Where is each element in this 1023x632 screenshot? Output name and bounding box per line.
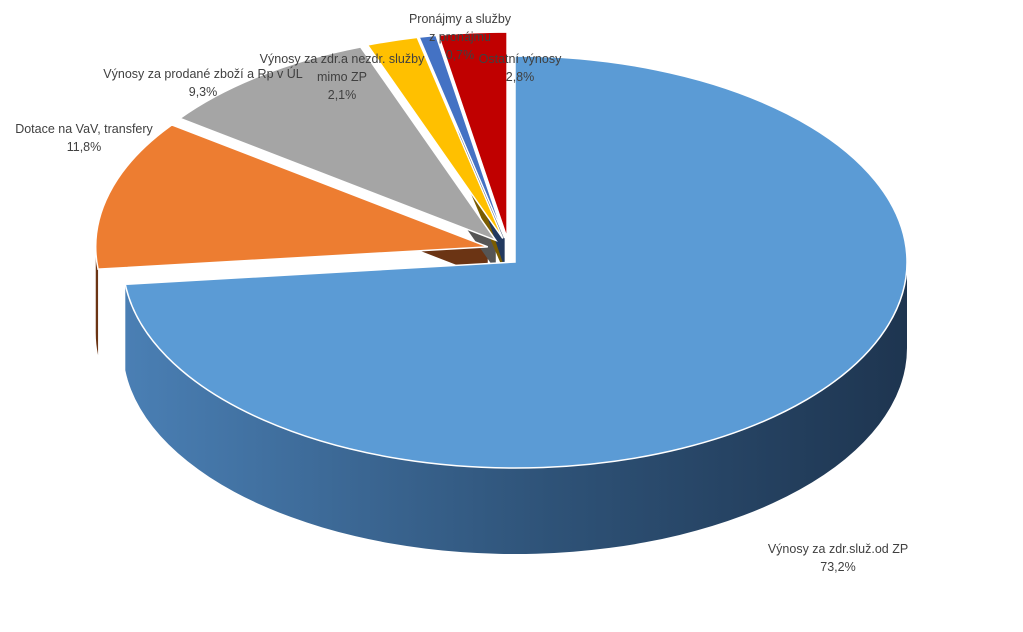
pie-slice-5 bbox=[437, 31, 508, 239]
slice-percent-4: 0,7% bbox=[446, 48, 475, 62]
slice-label-4: Pronájmy a služby bbox=[409, 12, 512, 26]
slice-percent-1: 11,8% bbox=[67, 140, 102, 154]
slice-percent-2: 9,3% bbox=[189, 85, 218, 99]
slice-percent-0: 73,2% bbox=[820, 560, 855, 574]
slice-label-3: mimo ZP bbox=[317, 70, 367, 84]
pie-slice-1 bbox=[95, 124, 489, 270]
slice-percent-5: 2,8% bbox=[506, 70, 535, 84]
slice-label-5: Ostatní výnosy bbox=[479, 52, 562, 66]
slice-label-4: z pronájmu bbox=[429, 30, 491, 44]
slice-side-1 bbox=[95, 246, 99, 356]
slice-label-3: Výnosy za zdr.a nezdr. služby bbox=[260, 52, 425, 66]
data-labels: Výnosy za zdr.služ.od ZP 73,2% Dotace na V… bbox=[15, 12, 908, 574]
slice-label-0: Výnosy za zdr.služ.od ZP bbox=[768, 542, 908, 556]
data-label-3: Výnosy za zdr.a nezdr. služby mimo ZP 2,1% bbox=[260, 52, 425, 102]
data-label-5: Ostatní výnosy 2,8% bbox=[479, 52, 562, 84]
slice-side-0 bbox=[125, 262, 908, 554]
slice-label-2: Výnosy za prodané zboží a Rp v ÚL bbox=[103, 66, 302, 81]
data-label-0: Výnosy za zdr.služ.od ZP 73,2% bbox=[768, 542, 908, 574]
slice-percent-3: 2,1% bbox=[328, 88, 357, 102]
slice-label-1: Dotace na VaV, transfery bbox=[15, 122, 153, 136]
data-label-1: Dotace na VaV, transfery 11,8% bbox=[15, 122, 153, 154]
pie-slice-3 bbox=[366, 36, 504, 239]
data-label-4: Pronájmy a služby z pronájmu 0,7% bbox=[409, 12, 512, 62]
pie-slice-0 bbox=[124, 55, 908, 469]
pie-slice-4 bbox=[417, 34, 506, 239]
pie-slice-2 bbox=[178, 46, 498, 242]
data-label-2: Výnosy za prodané zboží a Rp v ÚL 9,3% bbox=[103, 66, 302, 99]
pie-top-layer bbox=[95, 31, 908, 469]
